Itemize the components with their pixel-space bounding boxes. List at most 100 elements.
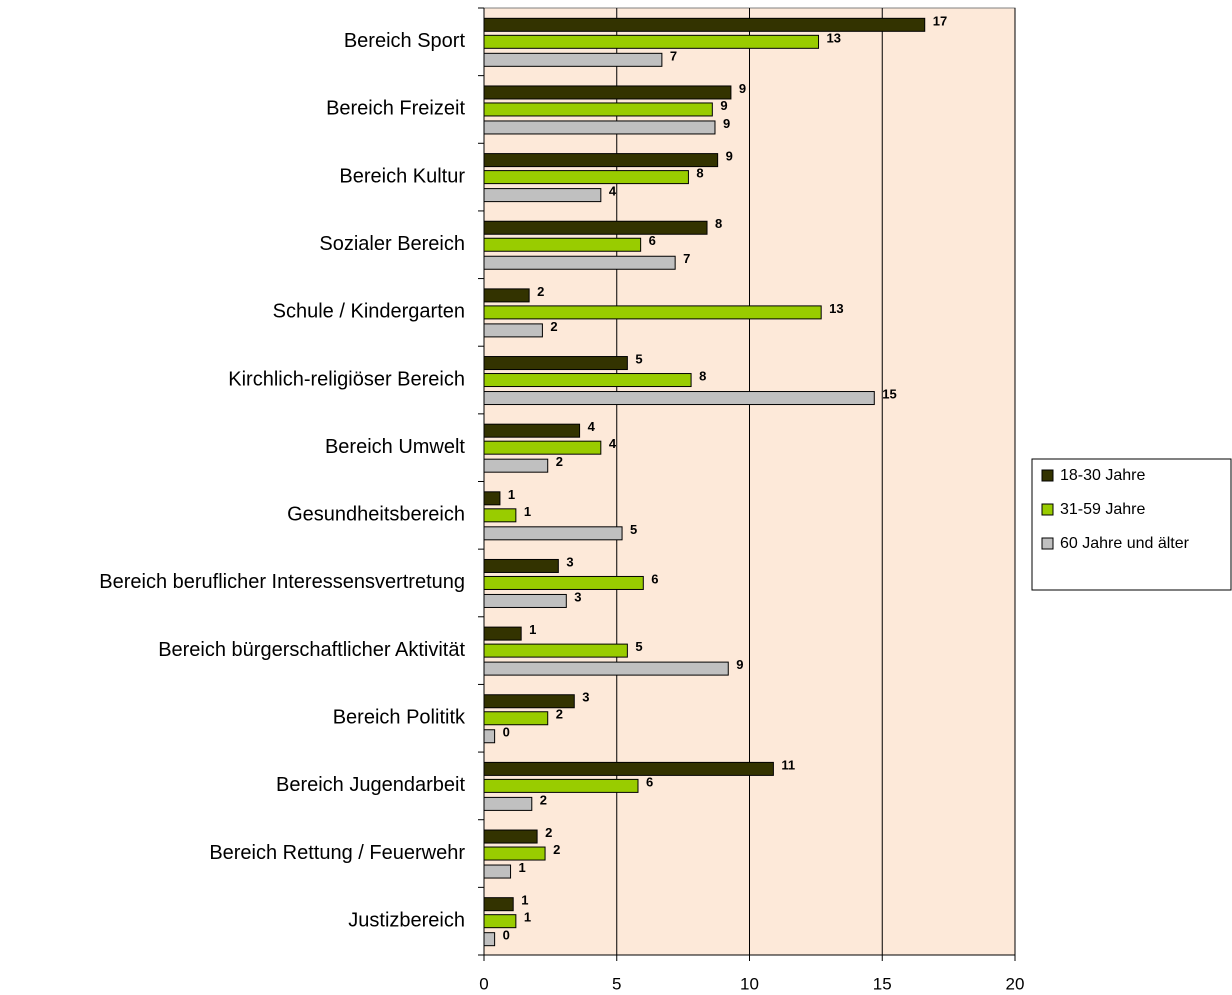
bar <box>483 914 517 929</box>
bar <box>483 237 642 252</box>
data-label: 0 <box>503 725 510 740</box>
y-tick-label: Bereich Rettung / Feuerwehr <box>209 842 465 864</box>
data-label: 3 <box>582 690 589 705</box>
x-tick-label: 5 <box>612 974 621 993</box>
bar <box>483 423 581 438</box>
data-label: 9 <box>723 116 730 131</box>
bar <box>483 575 644 590</box>
legend-label: 60 Jahre und älter <box>1060 535 1190 552</box>
data-label: 17 <box>933 13 947 28</box>
legend-swatch <box>1041 469 1054 482</box>
bar <box>483 356 628 371</box>
data-label: 3 <box>574 589 581 604</box>
data-label: 5 <box>635 639 642 654</box>
data-label: 2 <box>550 319 557 334</box>
bar <box>483 52 663 67</box>
data-label: 8 <box>696 166 703 181</box>
bar <box>483 729 496 744</box>
bar <box>483 391 875 406</box>
bar <box>483 661 729 676</box>
data-label: 1 <box>519 860 526 875</box>
x-tick-label: 20 <box>1006 974 1025 993</box>
y-tick-label: Bereich Jugendarbeit <box>276 774 465 796</box>
data-label: 11 <box>781 757 795 772</box>
bar <box>483 932 496 947</box>
y-tick-label: Bereich Umwelt <box>325 436 465 458</box>
bar <box>483 897 514 912</box>
x-tick-label: 0 <box>479 974 488 993</box>
data-label: 2 <box>553 842 560 857</box>
data-label: 13 <box>829 301 843 316</box>
data-label: 6 <box>649 233 656 248</box>
data-label: 2 <box>537 284 544 299</box>
bar <box>483 558 559 573</box>
x-tick-label: 15 <box>873 974 892 993</box>
bar <box>483 761 774 776</box>
data-label: 8 <box>715 216 722 231</box>
data-label: 0 <box>503 928 510 943</box>
y-tick-label: Bereich beruflicher Interessensvertretun… <box>99 571 465 593</box>
bar <box>483 458 549 473</box>
data-label: 9 <box>736 657 743 672</box>
data-label: 1 <box>508 487 515 502</box>
bar <box>483 846 546 861</box>
bar <box>483 34 820 49</box>
data-label: 5 <box>635 351 642 366</box>
data-label: 4 <box>609 184 617 199</box>
bar <box>483 864 512 879</box>
bar <box>483 593 567 608</box>
y-tick-label: Kirchlich-religiöser Bereich <box>228 368 465 390</box>
data-label: 9 <box>739 81 746 96</box>
data-label: 2 <box>556 454 563 469</box>
y-tick-label: Gesundheitsbereich <box>287 504 465 526</box>
bar <box>483 526 623 541</box>
data-label: 4 <box>588 419 596 434</box>
bar <box>483 829 538 844</box>
data-label: 9 <box>720 98 727 113</box>
data-label: 1 <box>524 504 531 519</box>
bar <box>483 711 549 726</box>
bar <box>483 188 602 203</box>
bar <box>483 694 575 709</box>
bar <box>483 778 639 793</box>
bar <box>483 85 732 100</box>
legend-label: 31-59 Jahre <box>1060 501 1145 518</box>
legend-swatch <box>1041 537 1054 550</box>
legend-label: 18-30 Jahre <box>1060 467 1145 484</box>
data-label: 2 <box>540 792 547 807</box>
y-tick-label: Bereich bürgerschaftlicher Aktivität <box>158 639 465 661</box>
bar <box>483 491 501 506</box>
data-label: 13 <box>827 30 841 45</box>
data-label: 5 <box>630 522 637 537</box>
bar <box>483 102 713 117</box>
y-tick-label: Bereich Kultur <box>339 165 465 187</box>
y-tick-label: Sozialer Bereich <box>319 233 465 255</box>
bar <box>483 508 517 523</box>
x-tick-label: 10 <box>740 974 759 993</box>
data-label: 2 <box>545 825 552 840</box>
data-label: 3 <box>566 554 573 569</box>
bar <box>483 288 530 303</box>
bar <box>483 373 692 388</box>
data-label: 1 <box>529 622 536 637</box>
y-tick-label: Bereich Freizeit <box>326 98 465 120</box>
y-tick-label: Bereich Sport <box>344 30 466 52</box>
bar <box>483 626 522 641</box>
data-label: 15 <box>882 386 896 401</box>
data-label: 8 <box>699 368 706 383</box>
bar <box>483 153 719 168</box>
data-label: 4 <box>609 436 617 451</box>
bar <box>483 305 822 320</box>
bar <box>483 170 689 185</box>
bar <box>483 323 543 338</box>
legend-box <box>1031 458 1232 591</box>
y-tick-label: Justizbereich <box>348 909 465 931</box>
bar <box>483 17 926 32</box>
bar <box>483 643 628 658</box>
data-label: 1 <box>524 910 531 925</box>
bar <box>483 255 676 270</box>
y-tick-label: Bereich Polititk <box>333 707 466 729</box>
bar <box>483 440 602 455</box>
data-label: 1 <box>521 893 528 908</box>
